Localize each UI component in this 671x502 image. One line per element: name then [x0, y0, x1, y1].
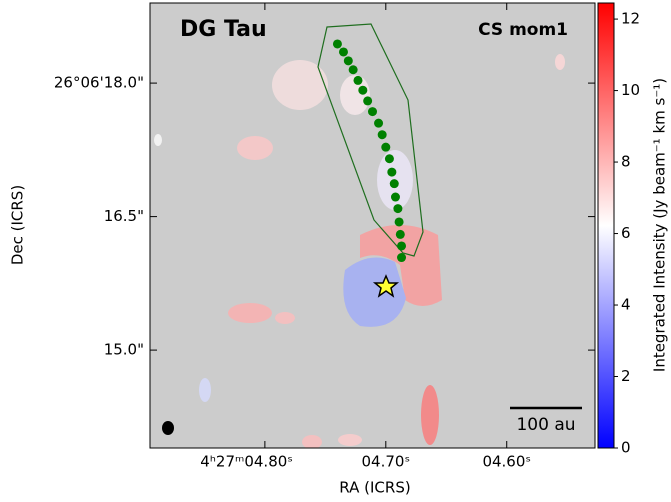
x-tick-label: 4ʰ27ᵐ04.80ˢ [200, 453, 293, 471]
blob [302, 435, 322, 448]
trace-point [338, 47, 348, 57]
chart-title: DG Tau [180, 17, 267, 42]
blob [555, 54, 565, 70]
plot-frame [149, 2, 596, 449]
trace-point [353, 75, 363, 85]
trace-point [389, 179, 399, 189]
blob [228, 303, 272, 323]
blob [421, 385, 439, 445]
blob [360, 225, 442, 306]
blob [343, 257, 406, 327]
blob [272, 60, 328, 110]
beam [162, 421, 174, 435]
x-tick-label: 04.60ˢ [482, 453, 531, 471]
trace-point [387, 167, 397, 177]
plot-background [150, 3, 595, 448]
trace-point [394, 217, 404, 227]
colorbar-tick-label: 10 [621, 81, 640, 99]
colorbar-tick-label: 6 [621, 224, 631, 242]
colorbar-tick-label: 12 [621, 10, 640, 28]
blob [237, 136, 273, 160]
scale-bar-label: 100 au [516, 415, 575, 435]
blob [154, 134, 162, 146]
trace-point [343, 56, 353, 66]
trace-point [390, 192, 400, 202]
y-axis-label: Dec (ICRS) [9, 185, 27, 265]
y-tick-label: 16.5" [104, 207, 144, 225]
x-axis-label: RA (ICRS) [339, 479, 410, 497]
trace-point [368, 107, 377, 117]
trace-point [393, 204, 403, 214]
y-tick-label: 15.0" [104, 341, 144, 359]
colorbar-tick-label: 4 [621, 296, 631, 314]
y-tick-label: 26°06'18.0" [54, 74, 144, 92]
trace-point [397, 253, 407, 263]
colorbar-tick-label: 2 [621, 367, 631, 385]
blob [338, 434, 362, 446]
colorbar-tick-label: 8 [621, 153, 631, 171]
blob [275, 312, 295, 324]
blob [340, 75, 370, 115]
trace-point [395, 229, 405, 239]
trace-point [384, 154, 394, 164]
colorbar-label: Integrated Intensity (Jy beam⁻¹ km s⁻¹) [651, 78, 669, 372]
trace-point [363, 96, 373, 106]
trace-point [348, 65, 358, 75]
star-marker [372, 274, 400, 298]
trace-point [332, 39, 342, 49]
trace-point [381, 142, 391, 152]
trace-point [377, 130, 387, 140]
trace-point [397, 241, 407, 251]
trace-point [374, 118, 384, 128]
x-tick-label: 04.70ˢ [362, 453, 411, 471]
colorbar-tick-label: 0 [621, 439, 631, 457]
region-polygon [317, 23, 424, 257]
chart-subtitle: CS mom1 [478, 20, 568, 40]
blob [199, 378, 211, 402]
trace-point [358, 85, 368, 95]
colorbar [597, 2, 615, 449]
